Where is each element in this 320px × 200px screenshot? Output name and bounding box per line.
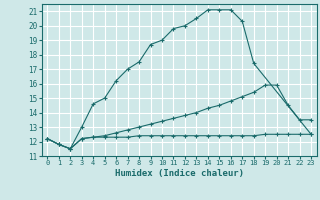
X-axis label: Humidex (Indice chaleur): Humidex (Indice chaleur) xyxy=(115,169,244,178)
